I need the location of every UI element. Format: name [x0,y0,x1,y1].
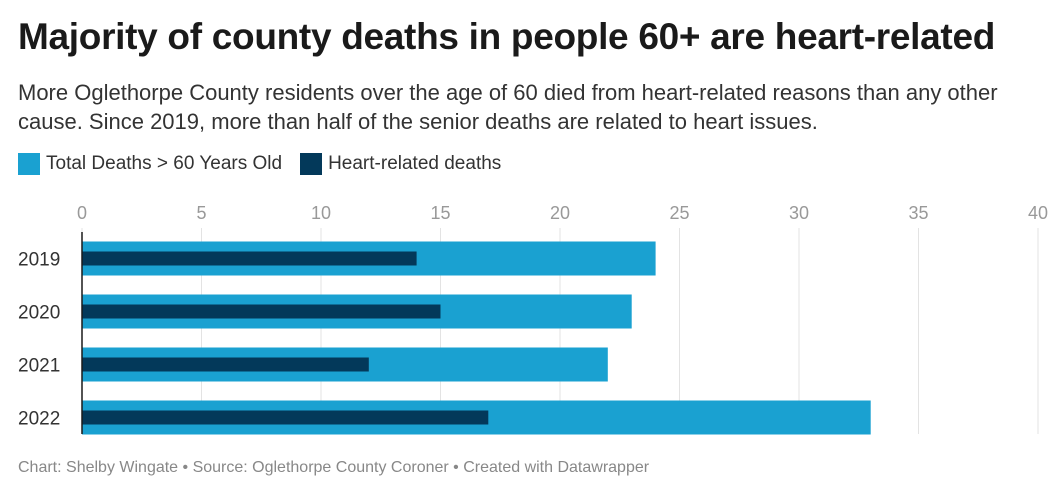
legend-label-heart: Heart-related deaths [328,153,502,174]
x-tick-label-20: 20 [550,203,570,223]
bar-heart-2019 [82,251,417,266]
category-label-2021: 2021 [18,356,60,377]
legend: Total Deaths > 60 Years Old Heart-relate… [18,153,501,175]
category-label-2020: 2020 [18,303,60,324]
chart-title: Majority of county deaths in people 60+ … [18,16,996,57]
legend-label-total: Total Deaths > 60 Years Old [46,153,283,174]
x-tick-label-15: 15 [430,203,450,223]
bar-heart-2020 [82,304,441,319]
category-label-2019: 2019 [18,250,60,271]
x-tick-label-40: 40 [1028,203,1048,223]
legend-swatch-heart [300,153,323,175]
legend-item-heart: Heart-related deaths [300,153,501,175]
x-tick-label-5: 5 [196,203,206,223]
x-tick-label-25: 25 [669,203,689,223]
bar-heart-2022 [82,410,489,425]
legend-item-total: Total Deaths > 60 Years Old [18,153,282,175]
legend-swatch-total [18,153,40,175]
chart-subtitle: More Oglethorpe County residents over th… [18,80,998,134]
x-tick-label-0: 0 [77,203,87,223]
x-tick-label-35: 35 [908,203,928,223]
x-tick-label-10: 10 [311,203,331,223]
bar-chart: 0 5 10 15 20 25 30 35 40 2019 2020 2021 2022 [18,203,1048,435]
category-label-2022: 2022 [18,409,60,430]
x-tick-label-30: 30 [789,203,809,223]
bar-heart-2021 [82,357,369,372]
chart-footer: Chart: Shelby Wingate • Source: Oglethor… [18,459,650,476]
